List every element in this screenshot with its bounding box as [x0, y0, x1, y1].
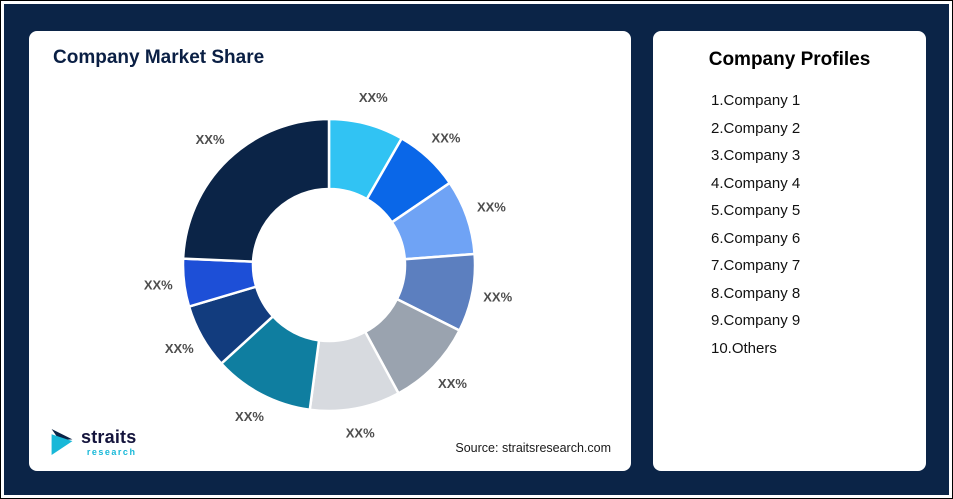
profiles-title: Company Profiles [708, 49, 871, 70]
logo-text: straits research [81, 428, 136, 457]
company-list: 1.Company 1 2.Company 2 3.Company 3 4.Co… [711, 87, 926, 362]
company-list-item-5: 5.Company 5 [711, 202, 801, 219]
slice-label-company-9: XX% [144, 277, 173, 292]
company-list-item-7: 7.Company 7 [711, 257, 801, 274]
slice-label-company-5: XX% [438, 376, 467, 391]
company-list-item-3: 3.Company 3 [711, 147, 801, 164]
slice-label-company-4: XX% [483, 290, 512, 305]
slice-label-company-8: XX% [165, 341, 194, 356]
slice-label-company-3: XX% [477, 200, 506, 215]
chart-title: Company Market Share [53, 47, 265, 68]
slice-label-others: XX% [196, 132, 225, 147]
company-list-item-8: 8.Company 8 [711, 284, 801, 302]
slice-label-company-6: XX% [346, 426, 375, 441]
company-list-item-6: 6.Company 6 [711, 229, 801, 247]
donut-segment-others [181, 117, 331, 263]
market-share-card: Company Market Share XX% XX% XX% XX% XX% XX% X… [29, 31, 631, 471]
slice-label-company-1: XX% [359, 90, 388, 105]
donut-chart: XX% XX% XX% XX% XX% XX% XX% XX% XX% XX% [144, 90, 513, 441]
slice-label-company-7: XX% [235, 409, 264, 424]
company-profiles-card: Company Profiles 1.Company 1 2.Company 2… [653, 31, 926, 471]
company-list-item-4: 4.Company 4 [711, 174, 801, 192]
logo-wordmark: straits [81, 426, 137, 447]
company-list-item-10: 10.Others [711, 339, 777, 357]
logo-subtext: research [86, 446, 137, 457]
slice-label-company-2: XX% [432, 130, 461, 145]
straits-research-logo: straits research [49, 427, 136, 457]
company-list-item-9: 9.Company 9 [711, 312, 801, 329]
company-list-item-2: 2.Company 2 [711, 119, 801, 137]
company-list-item-1: 1.Company 1 [711, 92, 801, 109]
source-attribution: Source: straitsresearch.com [455, 441, 611, 455]
straits-logo-icon [51, 429, 73, 455]
